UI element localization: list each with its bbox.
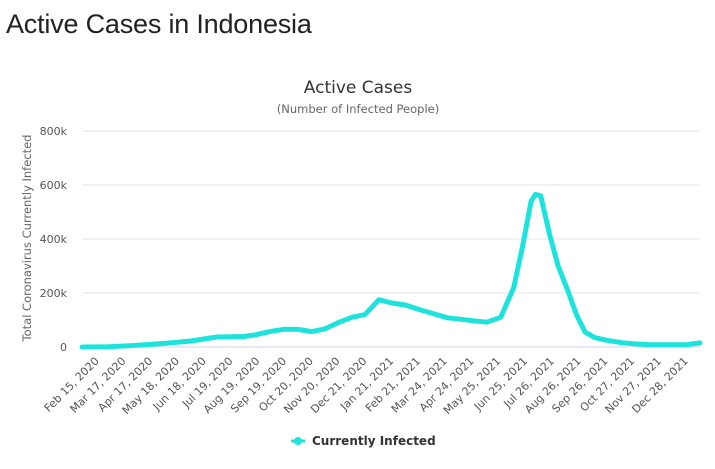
series-line-currently-infected[interactable] — [79, 191, 703, 350]
legend[interactable]: Currently Infected — [291, 434, 436, 448]
y-tick-label: 400k — [40, 233, 68, 246]
grid-lines — [82, 130, 700, 348]
series-layer — [79, 191, 703, 350]
chart-subtitle: (Number of Infected People) — [277, 102, 439, 116]
y-tick-label: 600k — [40, 179, 68, 192]
legend-symbol-marker — [294, 437, 302, 445]
y-tick-label: 0 — [60, 341, 67, 354]
page-heading: Active Cases in Indonesia — [6, 9, 312, 39]
chart-title: Active Cases — [304, 78, 413, 98]
y-tick-label: 200k — [40, 287, 68, 300]
y-axis-title: Total Coronavirus Currently Infected — [20, 135, 34, 343]
legend-item-currently-infected[interactable]: Currently Infected — [312, 434, 436, 448]
y-tick-label: 800k — [40, 125, 68, 138]
y-axis-ticks: 0 200k 400k 600k 800k — [40, 125, 68, 354]
